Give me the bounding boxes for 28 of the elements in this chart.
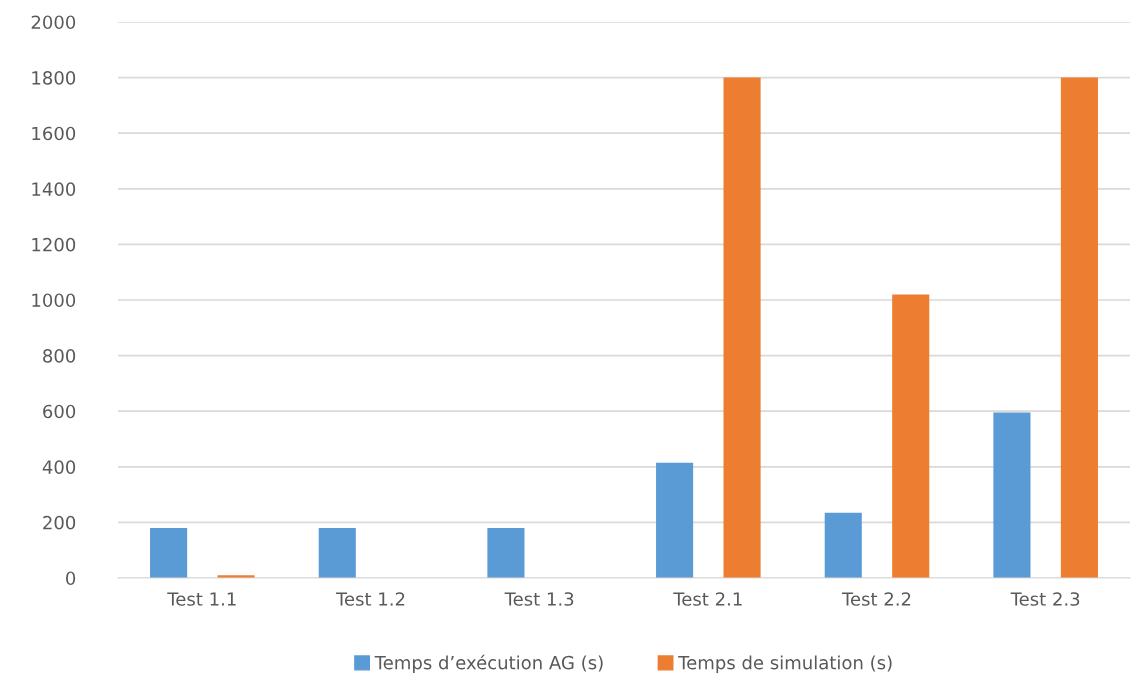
legend-label: Temps d’exécution AG (s) xyxy=(374,654,603,673)
y-tick-label: 2000 xyxy=(31,15,76,30)
x-tick-label: Test 2.2 xyxy=(841,592,911,606)
y-tick-label: 0 xyxy=(66,571,76,586)
x-tick-label: Test 2.3 xyxy=(1010,592,1080,606)
y-tick-label: 600 xyxy=(43,404,76,419)
bar xyxy=(892,294,930,578)
y-tick-label: 1200 xyxy=(32,237,76,252)
y-tick-label: 200 xyxy=(43,515,76,530)
x-tick-label: Test 1.2 xyxy=(335,592,405,606)
bar xyxy=(318,527,356,578)
bar xyxy=(993,412,1031,578)
bar xyxy=(1060,77,1098,578)
x-tick-label: Test 1.3 xyxy=(504,592,574,606)
y-tick-label: 1000 xyxy=(32,293,76,308)
legend-label: Temps de simulation (s) xyxy=(678,655,892,673)
x-tick-label: Test 2.1 xyxy=(673,592,742,606)
bar xyxy=(487,527,525,578)
y-tick-label: 800 xyxy=(43,349,76,363)
bar xyxy=(723,77,761,578)
y-tick-label: 1800 xyxy=(32,71,76,85)
bar xyxy=(150,527,188,578)
x-tick-label: Test 1.1 xyxy=(167,592,236,606)
y-tick-label: 1400 xyxy=(32,182,76,196)
bar xyxy=(824,512,862,578)
y-tick-label: 400 xyxy=(42,460,76,474)
y-tick-label: 1600 xyxy=(32,126,76,141)
bar xyxy=(656,462,694,578)
